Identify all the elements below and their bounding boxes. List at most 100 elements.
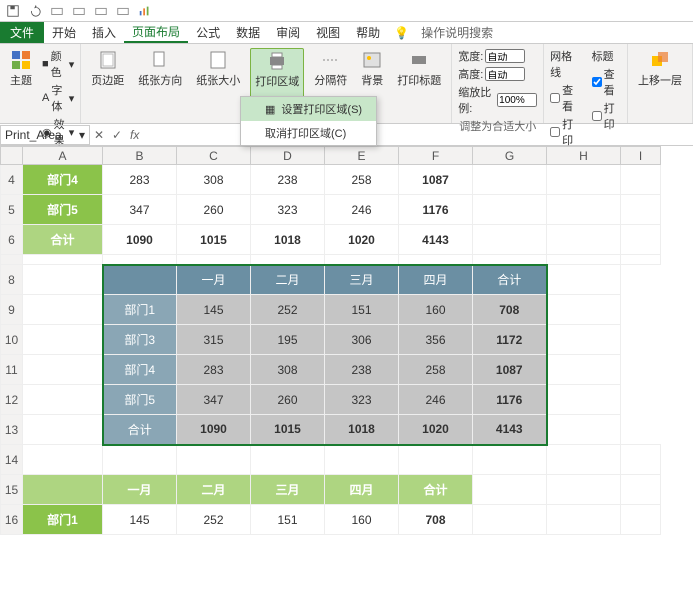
clear-print-area-item[interactable]: 取消打印区域(C) [241, 121, 376, 145]
row-header[interactable]: 12 [1, 385, 23, 415]
fx-icon[interactable]: fx [126, 128, 143, 142]
col-header[interactable]: I [621, 147, 661, 165]
cell[interactable]: 1020 [399, 415, 473, 445]
cell[interactable]: 部门1 [103, 295, 177, 325]
qat-icon[interactable] [72, 4, 86, 18]
cell[interactable]: 258 [325, 165, 399, 195]
tell-me[interactable]: 操作说明搜索 [413, 22, 501, 43]
worksheet[interactable]: ABCDEFGHI4部门428330823825810875部门53472603… [0, 146, 693, 535]
cell[interactable]: 四月 [325, 475, 399, 505]
cell[interactable]: 160 [399, 295, 473, 325]
gridlines-print-check[interactable] [550, 127, 560, 137]
headings-view-check[interactable] [592, 77, 602, 87]
cell[interactable]: 合计 [103, 415, 177, 445]
fonts-button[interactable]: A 字体 ▾ [42, 82, 74, 114]
cell[interactable]: 260 [177, 195, 251, 225]
cell[interactable]: 合计 [23, 225, 103, 255]
col-header[interactable]: F [399, 147, 473, 165]
tab-help[interactable]: 帮助 [348, 22, 388, 43]
cell[interactable]: 283 [103, 165, 177, 195]
row-header[interactable]: 14 [1, 445, 23, 475]
cell[interactable]: 合计 [473, 265, 547, 295]
row-header[interactable]: 5 [1, 195, 23, 225]
cell[interactable]: 708 [473, 295, 547, 325]
tab-formulas[interactable]: 公式 [188, 22, 228, 43]
cell[interactable]: 160 [325, 505, 399, 535]
cell[interactable]: 252 [251, 295, 325, 325]
cell[interactable]: 252 [177, 505, 251, 535]
print-area-button[interactable]: 打印区域 [250, 48, 304, 103]
cell[interactable]: 708 [399, 505, 473, 535]
chart-icon[interactable] [138, 4, 152, 18]
cell[interactable]: 部门4 [23, 165, 103, 195]
cell[interactable]: 315 [177, 325, 251, 355]
cell[interactable]: 323 [251, 195, 325, 225]
tab-page-layout[interactable]: 页面布局 [124, 22, 188, 43]
col-header[interactable]: E [325, 147, 399, 165]
breaks-button[interactable]: 分隔符 [310, 48, 351, 103]
colors-button[interactable]: ■ 颜色 ▾ [42, 48, 74, 80]
cell[interactable]: 二月 [251, 265, 325, 295]
cell[interactable]: 部门1 [23, 505, 103, 535]
cell[interactable]: 1172 [473, 325, 547, 355]
cell[interactable]: 1087 [473, 355, 547, 385]
cell[interactable]: 151 [325, 295, 399, 325]
cell[interactable]: 1018 [325, 415, 399, 445]
cell[interactable]: 356 [399, 325, 473, 355]
cell[interactable]: 一月 [103, 475, 177, 505]
cell[interactable]: 347 [177, 385, 251, 415]
cell[interactable]: 308 [251, 355, 325, 385]
cell[interactable]: 246 [325, 195, 399, 225]
cell[interactable]: 部门5 [23, 195, 103, 225]
cell[interactable]: 二月 [177, 475, 251, 505]
cell[interactable]: 306 [325, 325, 399, 355]
cell[interactable]: 145 [177, 295, 251, 325]
cell[interactable]: 四月 [399, 265, 473, 295]
cell[interactable]: 258 [399, 355, 473, 385]
print-titles-button[interactable]: 打印标题 [393, 48, 445, 103]
col-header[interactable]: B [103, 147, 177, 165]
cell[interactable]: 238 [325, 355, 399, 385]
tab-review[interactable]: 审阅 [268, 22, 308, 43]
qat-icon[interactable] [116, 4, 130, 18]
row-header[interactable]: 16 [1, 505, 23, 535]
cell[interactable]: 合计 [399, 475, 473, 505]
cell[interactable]: 347 [103, 195, 177, 225]
cell[interactable]: 246 [399, 385, 473, 415]
cell[interactable]: 部门3 [103, 325, 177, 355]
cell[interactable]: 部门5 [103, 385, 177, 415]
name-box[interactable]: Print_Area▾ [0, 125, 90, 145]
cell[interactable]: 1015 [177, 225, 251, 255]
cell[interactable]: 1087 [399, 165, 473, 195]
fx-confirm-icon[interactable]: ✓ [108, 128, 126, 142]
cell[interactable]: 151 [251, 505, 325, 535]
cell[interactable] [103, 265, 177, 295]
undo-icon[interactable] [28, 4, 42, 18]
bring-forward-button[interactable]: 上移一层 [634, 48, 686, 121]
set-print-area-item[interactable]: ▦设置打印区域(S) [241, 97, 376, 121]
tab-insert[interactable]: 插入 [84, 22, 124, 43]
cell[interactable]: 260 [251, 385, 325, 415]
cell[interactable]: 4143 [399, 225, 473, 255]
cell[interactable]: 1020 [325, 225, 399, 255]
row-header[interactable]: 9 [1, 295, 23, 325]
headings-print-check[interactable] [592, 111, 602, 121]
cell[interactable]: 145 [103, 505, 177, 535]
row-header[interactable]: 8 [1, 265, 23, 295]
cell[interactable]: 1018 [251, 225, 325, 255]
cell[interactable]: 4143 [473, 415, 547, 445]
height-input[interactable] [485, 67, 525, 81]
cell[interactable]: 1015 [251, 415, 325, 445]
tab-file[interactable]: 文件 [0, 22, 44, 43]
cell[interactable]: 195 [251, 325, 325, 355]
cell[interactable]: 三月 [251, 475, 325, 505]
width-input[interactable] [485, 49, 525, 63]
col-header[interactable]: C [177, 147, 251, 165]
row-header[interactable]: 11 [1, 355, 23, 385]
cell[interactable]: 一月 [177, 265, 251, 295]
row-header[interactable]: 15 [1, 475, 23, 505]
col-header[interactable]: G [473, 147, 547, 165]
cell[interactable]: 1176 [399, 195, 473, 225]
col-header[interactable]: H [547, 147, 621, 165]
qat-icon[interactable] [50, 4, 64, 18]
